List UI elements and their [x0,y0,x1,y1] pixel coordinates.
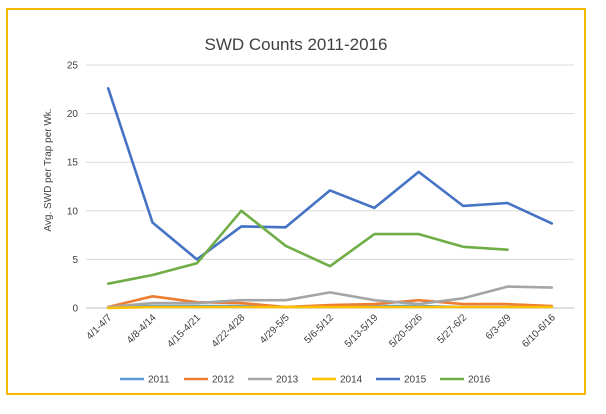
legend-label: 2014 [340,375,363,386]
series-line-2014 [106,305,554,310]
x-tick-label: 5/6-5/12 [302,312,336,346]
x-tick-label: 4/22-4/28 [210,312,248,350]
x-axis-ticks: 4/1-4/7 4/8-4/14 4/15-4/21 4/22-4/28 4/29-5/… [85,312,559,350]
legend-label: 2015 [404,375,427,386]
series-lines [106,87,554,310]
x-tick-label: 4/1-4/7 [85,312,115,342]
y-axis-label: Avg. SWD per Trap per Wk. [43,108,54,231]
y-tick-label: 0 [72,304,78,315]
y-tick-label: 25 [67,61,79,72]
x-tick-label: 4/29-5/5 [258,312,292,346]
x-tick-label: 6/3-6/9 [484,312,514,342]
y-axis-ticks: 0 5 10 15 20 25 [67,61,79,315]
legend-label: 2012 [212,375,235,386]
x-tick-label: 5/20-5/26 [387,312,425,350]
x-tick-label: 4/8-4/14 [125,312,159,346]
y-tick-label: 5 [72,255,78,266]
series-line-2012 [106,295,554,309]
gridlines [86,64,574,309]
legend: 2011 2012 2013 2014 2015 2016 [120,375,491,386]
legend-label: 2016 [468,375,491,386]
x-tick-label: 5/13-5/19 [343,312,381,350]
x-tick-label: 6/10-6/16 [520,312,558,350]
series-line-2013 [106,285,554,309]
y-tick-label: 10 [67,206,79,217]
chart-frame: SWD Counts 2011-2016 Avg. SWD per Trap p… [6,8,586,395]
chart-title: SWD Counts 2011-2016 [204,35,387,54]
legend-label: 2013 [276,375,299,386]
x-tick-label: 5/27-6/2 [435,312,469,346]
line-chart: SWD Counts 2011-2016 Avg. SWD per Trap p… [43,35,574,386]
legend-label: 2011 [148,375,170,386]
series-line-2015 [106,87,554,261]
x-tick-label: 4/15-4/21 [165,312,203,350]
y-tick-label: 15 [67,158,79,169]
y-tick-label: 20 [67,109,79,120]
series-line-2016 [106,209,509,285]
